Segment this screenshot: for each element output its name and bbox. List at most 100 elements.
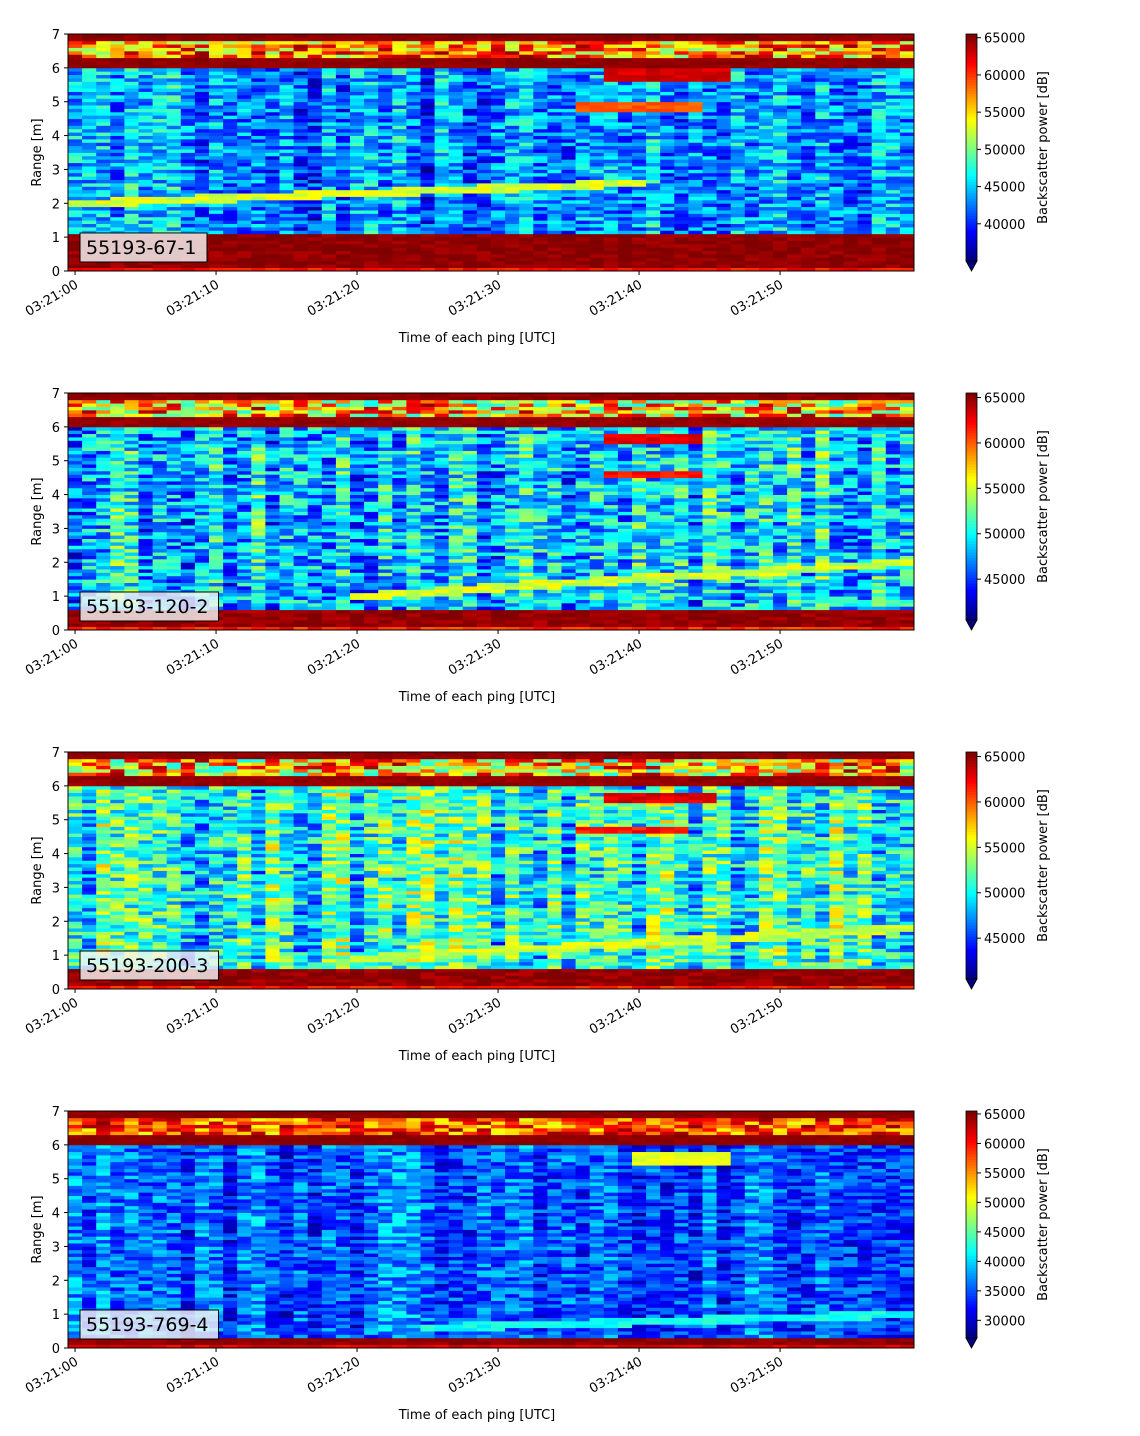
- heatmap-cell: [745, 159, 760, 163]
- heatmap-cell: [82, 559, 97, 563]
- heatmap-cell: [167, 105, 182, 109]
- heatmap-cell: [844, 183, 859, 187]
- heatmap-cell: [519, 92, 534, 96]
- heatmap-cell: [392, 68, 407, 72]
- heatmap-cell: [787, 200, 802, 204]
- heatmap-cell: [167, 132, 182, 136]
- heatmap-cell: [223, 210, 238, 214]
- heatmap-cell: [562, 44, 577, 48]
- heatmap-cell: [590, 51, 605, 55]
- heatmap-cell: [280, 261, 295, 265]
- heatmap-cell: [844, 169, 859, 173]
- heatmap-cell: [618, 193, 633, 197]
- heatmap-cell: [237, 183, 252, 187]
- heatmap-cell: [195, 518, 210, 522]
- heatmap-cell: [265, 44, 280, 48]
- heatmap-cell: [68, 512, 83, 516]
- heatmap-cell: [505, 203, 519, 207]
- heatmap-cell: [68, 437, 83, 441]
- heatmap-cell: [364, 193, 379, 197]
- heatmap-cell: [773, 153, 788, 157]
- heatmap-cell: [900, 122, 915, 126]
- heatmap-cell: [96, 78, 111, 82]
- heatmap-cell: [660, 71, 675, 75]
- heatmap-cell: [209, 200, 224, 204]
- heatmap-cell: [124, 102, 138, 106]
- heatmap-cell: [223, 193, 238, 197]
- heatmap-cell: [660, 230, 675, 234]
- heatmap-cell: [153, 51, 168, 55]
- heatmap-cell: [703, 68, 718, 72]
- heatmap-cell: [829, 247, 844, 251]
- heatmap-cell: [815, 169, 830, 173]
- heatmap-cell: [378, 34, 393, 38]
- heatmap-cell: [378, 78, 393, 82]
- heatmap-cell: [872, 75, 887, 79]
- heatmap-cell: [82, 224, 97, 228]
- heatmap-cell: [463, 85, 478, 89]
- heatmap-cell: [773, 230, 788, 234]
- heatmap-cell: [280, 119, 295, 123]
- colorbar-swatch: [966, 250, 977, 253]
- heatmap-cell: [533, 139, 548, 143]
- heatmap-cell: [674, 105, 689, 109]
- heatmap-cell: [590, 132, 605, 136]
- heatmap-cell: [688, 115, 703, 119]
- heatmap-cell: [110, 193, 125, 197]
- heatmap-cell: [872, 241, 887, 245]
- heatmap-cell: [364, 136, 379, 140]
- heatmap-cell: [280, 159, 295, 163]
- heatmap-cell: [773, 159, 788, 163]
- heatmap-cell: [223, 163, 238, 167]
- heatmap-cell: [717, 68, 732, 72]
- heatmap-cell: [533, 210, 548, 214]
- heatmap-cell: [787, 251, 802, 255]
- heatmap-cell: [322, 176, 337, 180]
- heatmap-cell: [703, 163, 718, 167]
- heatmap-cell: [745, 227, 760, 231]
- heatmap-cell: [96, 559, 111, 563]
- heatmap-cell: [209, 68, 224, 72]
- heatmap-cell: [68, 586, 83, 590]
- heatmap-cell: [618, 122, 633, 126]
- heatmap-cell: [82, 410, 97, 414]
- heatmap-cell: [632, 37, 647, 41]
- heatmap-cell: [858, 136, 873, 140]
- heatmap-cell: [717, 78, 732, 82]
- heatmap-cell: [294, 54, 309, 58]
- heatmap-cell: [124, 464, 138, 468]
- heatmap-cell: [829, 37, 844, 41]
- heatmap-cell: [82, 197, 97, 201]
- heatmap-cell: [759, 234, 774, 238]
- heatmap-cell: [604, 119, 619, 123]
- heatmap-cell: [82, 81, 97, 85]
- heatmap-cell: [153, 478, 168, 482]
- heatmap-cell: [265, 37, 280, 41]
- heatmap-cell: [378, 166, 393, 170]
- colorbar-swatch: [966, 116, 977, 119]
- heatmap-cell: [421, 234, 436, 238]
- heatmap-cell: [801, 254, 816, 258]
- heatmap-cell: [265, 241, 280, 245]
- heatmap-cell: [801, 129, 816, 133]
- heatmap-cell: [562, 200, 577, 204]
- heatmap-cell: [759, 139, 774, 143]
- heatmap-cell: [562, 217, 577, 221]
- heatmap-cell: [872, 115, 887, 119]
- heatmap-cell: [646, 257, 661, 261]
- heatmap-cell: [703, 186, 718, 190]
- heatmap-cell: [82, 71, 97, 75]
- heatmap-cell: [223, 61, 238, 65]
- heatmap-cell: [110, 207, 125, 211]
- heatmap-cell: [153, 461, 168, 465]
- heatmap-cell: [82, 488, 97, 492]
- heatmap-cell: [632, 41, 647, 45]
- heatmap-cell: [181, 508, 196, 512]
- heatmap-cell: [139, 525, 154, 529]
- heatmap-cell: [632, 210, 647, 214]
- heatmap-cell: [294, 210, 309, 214]
- heatmap-cell: [674, 95, 689, 99]
- heatmap-cell: [858, 186, 873, 190]
- heatmap-cell: [139, 528, 154, 532]
- heatmap-cell: [124, 559, 138, 563]
